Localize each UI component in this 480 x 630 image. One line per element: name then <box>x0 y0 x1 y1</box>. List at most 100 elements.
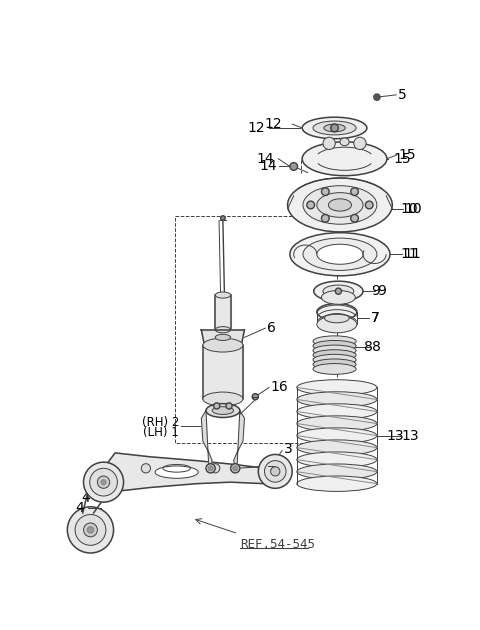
Circle shape <box>84 523 97 537</box>
Ellipse shape <box>323 285 354 297</box>
Ellipse shape <box>297 476 377 491</box>
Text: (LH) 1: (LH) 1 <box>143 426 179 438</box>
Text: 4: 4 <box>82 491 90 505</box>
Circle shape <box>211 464 220 473</box>
Polygon shape <box>215 295 230 329</box>
Polygon shape <box>201 329 244 345</box>
Circle shape <box>264 461 286 482</box>
Polygon shape <box>203 345 243 399</box>
Circle shape <box>233 466 238 471</box>
Ellipse shape <box>313 336 356 347</box>
Ellipse shape <box>215 335 230 340</box>
Ellipse shape <box>313 121 356 135</box>
Ellipse shape <box>340 138 349 146</box>
Circle shape <box>258 454 292 488</box>
Text: 11: 11 <box>400 247 418 261</box>
Ellipse shape <box>323 137 336 149</box>
Ellipse shape <box>212 407 234 415</box>
Ellipse shape <box>297 404 377 419</box>
Text: 16: 16 <box>271 381 288 394</box>
Ellipse shape <box>288 178 392 232</box>
Ellipse shape <box>314 281 363 301</box>
Ellipse shape <box>313 364 356 374</box>
Ellipse shape <box>313 345 356 356</box>
Circle shape <box>75 515 106 546</box>
Circle shape <box>351 188 359 195</box>
Ellipse shape <box>297 416 377 432</box>
Circle shape <box>214 403 220 409</box>
Circle shape <box>87 527 94 533</box>
Ellipse shape <box>354 137 366 149</box>
Ellipse shape <box>297 428 377 444</box>
Text: 11: 11 <box>403 247 421 261</box>
Ellipse shape <box>203 338 243 352</box>
Text: 12: 12 <box>264 117 282 131</box>
Ellipse shape <box>302 142 387 176</box>
Text: 13: 13 <box>386 429 404 443</box>
Polygon shape <box>94 453 281 495</box>
Circle shape <box>97 476 110 488</box>
Ellipse shape <box>215 326 230 333</box>
Circle shape <box>208 466 213 471</box>
Ellipse shape <box>328 199 351 211</box>
Text: 10: 10 <box>400 202 418 216</box>
Circle shape <box>141 464 151 473</box>
Circle shape <box>271 467 280 476</box>
Circle shape <box>374 94 380 100</box>
Text: 4: 4 <box>75 501 84 515</box>
Circle shape <box>206 464 215 473</box>
Text: 15: 15 <box>394 152 411 166</box>
Ellipse shape <box>206 404 240 418</box>
Circle shape <box>365 201 373 209</box>
Text: 8: 8 <box>372 340 380 355</box>
Text: 3: 3 <box>284 442 292 456</box>
Text: REF.54-545: REF.54-545 <box>240 537 315 551</box>
Ellipse shape <box>313 359 356 370</box>
Text: 12: 12 <box>248 121 265 135</box>
Bar <box>175 215 337 443</box>
Text: 8: 8 <box>364 340 372 355</box>
Ellipse shape <box>324 314 349 323</box>
Ellipse shape <box>317 304 357 321</box>
Circle shape <box>331 124 338 132</box>
Polygon shape <box>234 411 244 472</box>
Circle shape <box>252 394 258 400</box>
Ellipse shape <box>297 380 377 395</box>
Circle shape <box>351 214 359 222</box>
Circle shape <box>375 96 378 99</box>
Circle shape <box>322 188 329 195</box>
Text: 9: 9 <box>371 284 380 298</box>
Ellipse shape <box>322 290 355 304</box>
Ellipse shape <box>297 464 377 479</box>
Circle shape <box>322 214 329 222</box>
Ellipse shape <box>313 354 356 365</box>
Ellipse shape <box>215 292 230 298</box>
Ellipse shape <box>313 350 356 360</box>
Ellipse shape <box>297 452 377 467</box>
Polygon shape <box>201 411 212 472</box>
Text: 7: 7 <box>371 311 380 325</box>
Text: 14: 14 <box>259 159 277 173</box>
Text: 10: 10 <box>405 202 422 216</box>
Ellipse shape <box>155 466 198 478</box>
Ellipse shape <box>302 117 367 139</box>
Ellipse shape <box>203 392 243 406</box>
Ellipse shape <box>317 193 363 217</box>
Ellipse shape <box>324 124 345 132</box>
Ellipse shape <box>313 340 356 352</box>
Circle shape <box>336 288 341 294</box>
Circle shape <box>290 163 298 170</box>
Text: 9: 9 <box>377 284 386 298</box>
Circle shape <box>67 507 114 553</box>
Ellipse shape <box>290 232 390 276</box>
Circle shape <box>101 480 106 484</box>
Ellipse shape <box>317 316 357 333</box>
Circle shape <box>230 464 240 473</box>
Circle shape <box>226 403 232 409</box>
Text: 15: 15 <box>398 148 416 162</box>
Circle shape <box>221 215 225 220</box>
Text: (RH) 2: (RH) 2 <box>142 416 179 428</box>
Ellipse shape <box>303 186 377 224</box>
Circle shape <box>267 463 274 469</box>
Ellipse shape <box>303 238 377 270</box>
